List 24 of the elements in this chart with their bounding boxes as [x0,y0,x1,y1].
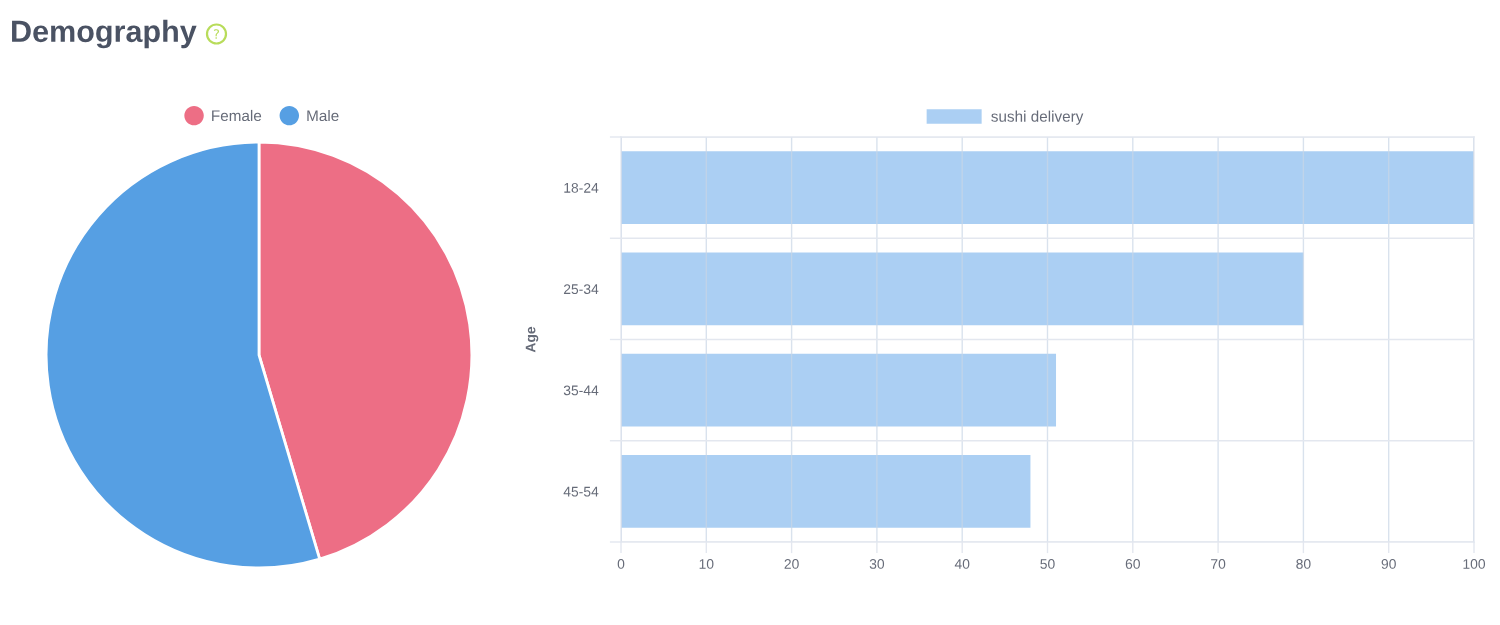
legend-label: sushi delivery [991,110,1084,125]
y-tick-label: 45-54 [563,486,599,497]
x-tick-label: 60 [1125,559,1140,569]
y-tick-label: 18-24 [564,182,599,193]
y-tick-label: 35-44 [563,385,599,396]
y-tick-label: 25-34 [563,284,599,295]
x-tick-label: 50 [1040,559,1055,569]
y-axis-title: Age [525,326,539,353]
bar [621,454,1031,528]
x-tick-label: 70 [1211,559,1226,569]
x-tick-label: 100 [1463,559,1486,569]
legend-label: Female [212,109,262,122]
x-tick-label: 0 [617,559,625,569]
x-tick-label: 20 [784,559,799,569]
bar [621,151,1474,225]
bar [621,353,1057,427]
legend-label: Male [307,109,339,122]
x-tick-label: 30 [869,559,885,569]
chart-title: Demography [12,19,197,49]
x-tick-label: 40 [954,559,970,569]
bar [621,252,1304,326]
x-tick-label: 80 [1296,559,1311,569]
x-tick-label: 10 [699,559,714,569]
x-tick-label: 90 [1381,559,1396,569]
